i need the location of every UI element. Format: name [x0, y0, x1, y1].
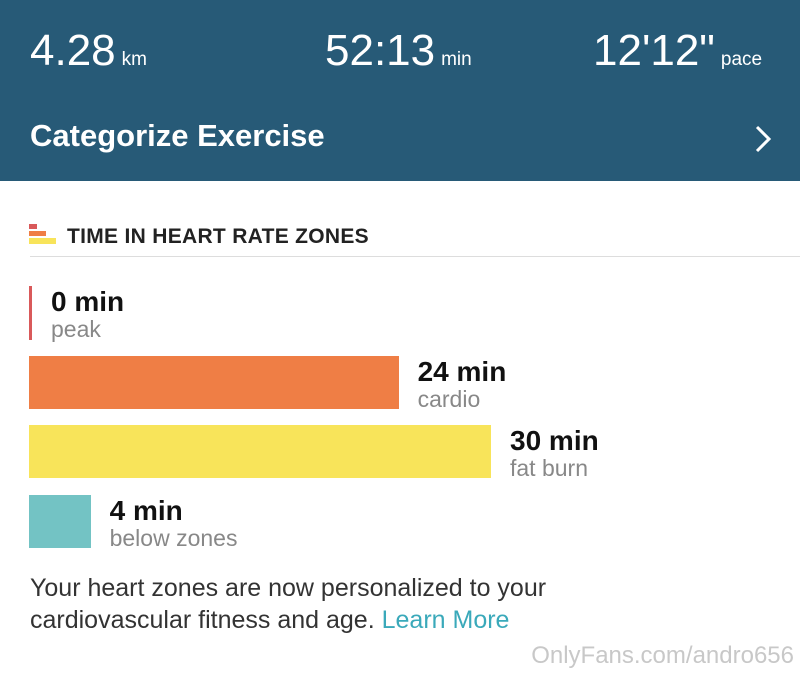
chevron[interactable]: [752, 124, 774, 154]
zone-value: 24 min: [417, 355, 507, 387]
section-title: TIME IN HEART RATE ZONES: [67, 225, 369, 248]
stat-unit: min: [441, 49, 472, 70]
footer-text: Your heart zones are now personalized to…: [30, 574, 547, 634]
stat: 12'12" pace: [593, 26, 762, 76]
header: 4.28 km 52:13 min 12'12" pace Categorize Ex…: [0, 0, 800, 181]
stat: 52:13 min: [325, 26, 472, 76]
zone-bar: [29, 495, 91, 549]
zone-label: 30 min fat burn: [510, 425, 599, 482]
stat-value: 4.28: [30, 26, 116, 75]
stat: 4.28 km: [30, 26, 147, 76]
stat-unit: pace: [720, 49, 763, 70]
zone-name: peak: [51, 316, 101, 342]
categorize-button[interactable]: Categorize Exercise: [30, 118, 325, 153]
stat-unit: km: [121, 49, 147, 70]
zones-icon: [29, 224, 56, 244]
learn-more-link[interactable]: Learn More: [381, 606, 510, 634]
stat-value: 12'12": [593, 26, 715, 75]
zone-bar: [29, 286, 32, 340]
zone-bar: [29, 355, 399, 409]
stat-value: 52:13: [325, 26, 436, 75]
zone-name: fat burn: [510, 455, 588, 482]
zone-value: 4 min: [109, 495, 183, 527]
divider: [30, 256, 800, 257]
zone-label: 0 min peak: [51, 286, 125, 342]
zone-bar: [29, 425, 491, 479]
zone-value: 30 min: [510, 425, 599, 457]
zone-value: 0 min: [51, 286, 125, 317]
zone-name: cardio: [417, 385, 481, 412]
footer-text: Your heart zones are now personalized to…: [30, 572, 630, 636]
watermark: OnlyFans.com/andro656: [531, 642, 794, 669]
zone-name: below zones: [109, 525, 238, 552]
zone-label: 24 min cardio: [417, 355, 507, 412]
zone-label: 4 min below zones: [109, 495, 238, 552]
